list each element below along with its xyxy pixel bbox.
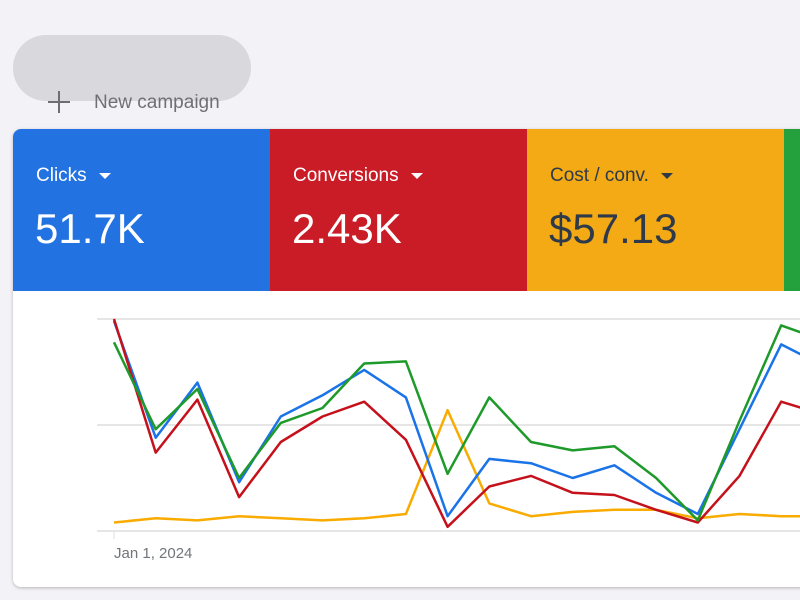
new-campaign-label: New campaign <box>94 92 220 113</box>
metric-label: Clicks <box>36 165 111 187</box>
metric-label: Cost / conv. <box>550 165 673 187</box>
x-tick-label: Jan 1, 2024 <box>114 545 192 562</box>
performance-card: Clicks 51.7K Conversions 2.43K Cost / co… <box>13 129 800 587</box>
series-line-conversions <box>112 318 800 529</box>
dropdown-caret-icon[interactable] <box>410 173 423 179</box>
dropdown-caret-icon[interactable] <box>660 173 673 179</box>
metric-tile-cost-per-conversion[interactable]: Cost / conv. $57.13 <box>527 129 784 291</box>
metric-value: $57.13 <box>549 205 678 252</box>
series-line-green-metric <box>112 324 800 522</box>
dropdown-caret-icon[interactable] <box>98 173 111 179</box>
metric-tile-conversions[interactable]: Conversions 2.43K <box>270 129 527 291</box>
metric-tile-fourth[interactable] <box>784 129 800 291</box>
new-campaign-button[interactable]: New campaign <box>13 35 251 113</box>
series-line-clicks <box>112 320 800 518</box>
line-chart: Jan 1, 2024 <box>97 318 800 562</box>
series-line-cost-conv- <box>113 408 800 524</box>
metric-label: Conversions <box>293 165 423 187</box>
metric-value: 2.43K <box>292 205 402 252</box>
metric-value: 51.7K <box>35 205 145 252</box>
metric-tile-clicks[interactable]: Clicks 51.7K <box>13 129 270 291</box>
plus-icon <box>48 91 70 113</box>
